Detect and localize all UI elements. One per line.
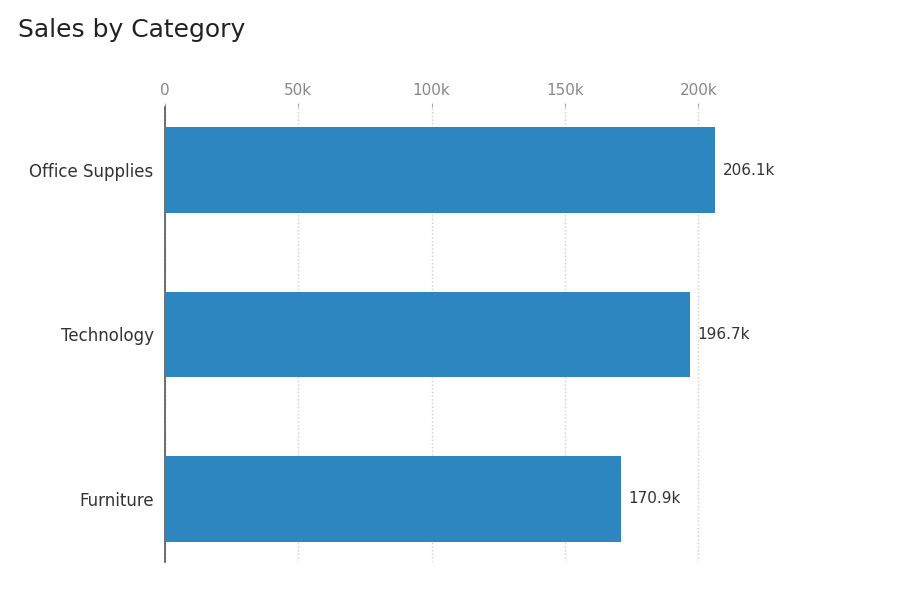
Bar <box>165 127 715 213</box>
Bar <box>165 292 690 377</box>
Bar <box>165 456 620 542</box>
Text: 206.1k: 206.1k <box>723 163 775 178</box>
Text: 196.7k: 196.7k <box>697 327 750 342</box>
Text: Sales by Category: Sales by Category <box>18 18 245 42</box>
Text: 170.9k: 170.9k <box>629 491 681 506</box>
